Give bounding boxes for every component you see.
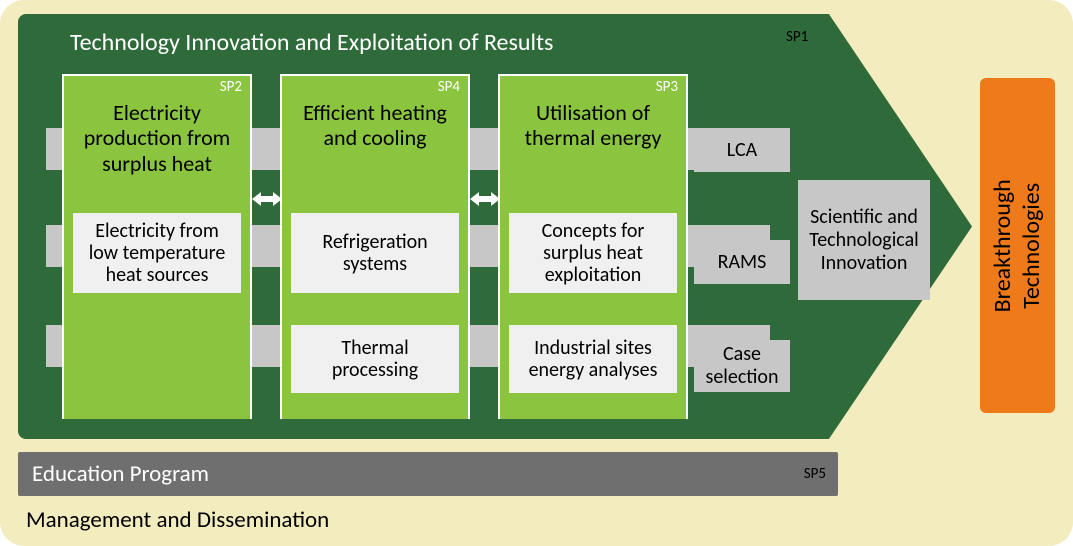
education-title: Education Program [32,460,209,488]
sp2-box-1: Electricity from low temperature heat so… [72,212,242,294]
education-bar: Education Program SP5 [18,452,838,496]
case-selection-box: Case selection [694,340,790,392]
sp2-label: SP2 [220,78,242,96]
sp3-box-1: Concepts for surplus heat exploitation [508,212,678,294]
sp3-box-2: Industrial sites energy analyses [508,324,678,394]
sp4-column: SP4 Efficient heating and cooling Refrig… [280,74,470,419]
double-arrow-icon-2 [470,190,500,208]
sp1-title: Technology Innovation and Exploitation o… [70,28,553,57]
sp4-box-2: Thermal processing [290,324,460,394]
sp5-label: SP5 [804,465,826,483]
breakthrough-label: BreakthroughTechnologies [989,179,1047,312]
breakthrough-box: BreakthroughTechnologies [980,78,1055,413]
management-text: Management and Dissemination [26,506,329,534]
sp3-column: SP3 Utilisation of thermal energy Concep… [498,74,688,419]
double-arrow-icon-1 [252,190,282,208]
sp4-box-1: Refrigeration systems [290,212,460,294]
sp3-label: SP3 [656,78,678,96]
sp4-label: SP4 [438,78,460,96]
sp2-column: SP2 Electricity production from surplus … [62,74,252,419]
sti-box: Scientific and Technological Innovation [798,180,930,300]
sp1-label: SP1 [786,28,808,46]
rams-box: RAMS [694,240,790,284]
lca-box: LCA [694,128,790,172]
page-container: Technology Innovation and Exploitation o… [0,0,1073,546]
